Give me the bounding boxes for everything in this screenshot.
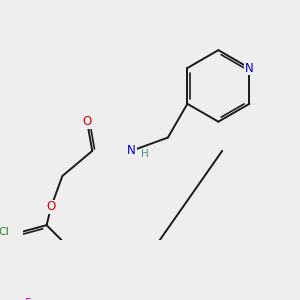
Text: H: H	[141, 149, 149, 159]
Text: O: O	[82, 115, 92, 128]
Text: N: N	[245, 61, 254, 74]
Text: Cl: Cl	[0, 227, 9, 237]
Text: F: F	[25, 298, 31, 300]
Text: O: O	[46, 200, 56, 214]
Text: N: N	[127, 144, 136, 158]
